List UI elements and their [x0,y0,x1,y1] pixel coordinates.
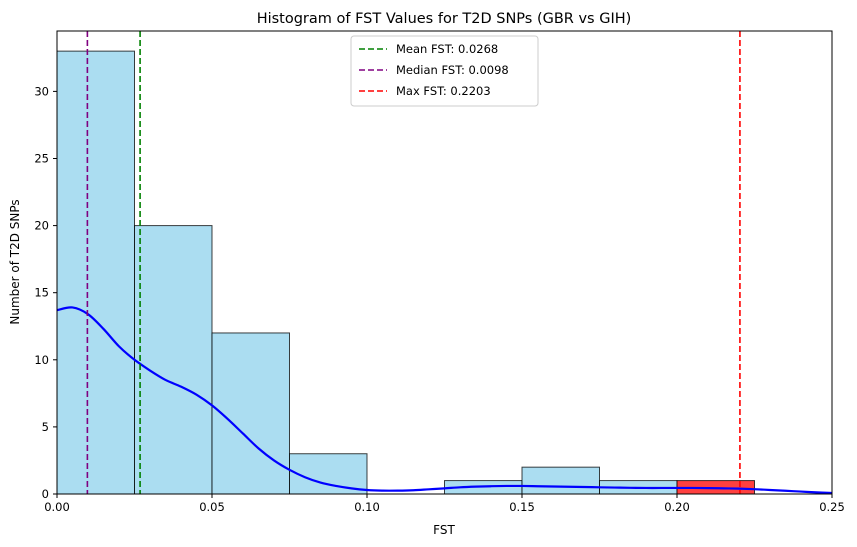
y-tick-label: 5 [42,420,49,434]
histogram-bar [56,50,135,495]
x-tick-label: 0.20 [664,500,690,514]
kde-layer [56,306,833,495]
plot-frame [56,30,833,495]
x-tick-label: 0.05 [199,500,225,514]
y-tick-label: 0 [42,487,49,501]
x-axis-label: FST [433,523,455,537]
x-tick-label: 0.10 [354,500,380,514]
x-tick-label: 0.25 [819,500,845,514]
x-axis-ticks: 0.00 0.05 0.10 0.15 0.20 0.25 [44,494,845,514]
y-axis-label: Number of T2D SNPs [8,199,22,324]
legend: Mean FST: 0.0268 Median FST: 0.0098 Max FS… [350,35,539,107]
legend-box [350,35,539,107]
x-tick-label: 0.00 [44,500,70,514]
x-tick-label: 0.15 [509,500,535,514]
y-axis-ticks: 0 5 10 15 20 25 30 [34,84,57,501]
legend-label: Mean FST: 0.0268 [396,42,498,56]
histogram-bar [289,453,368,495]
y-tick-label: 25 [34,151,49,165]
chart-title: Histogram of FST Values for T2D SNPs (GB… [257,11,632,27]
y-tick-label: 30 [34,84,49,98]
reference-lines-layer [86,31,741,494]
y-tick-label: 20 [34,219,49,233]
legend-label: Max FST: 0.2203 [396,84,491,98]
y-tick-label: 15 [34,286,49,300]
legend-label: Median FST: 0.0098 [396,63,509,77]
bars-layer [56,50,755,495]
kde-curve [56,306,833,495]
histogram-bar [521,466,600,495]
y-tick-label: 10 [34,353,49,367]
histogram-bar [211,332,290,495]
histogram-bar [134,225,213,495]
